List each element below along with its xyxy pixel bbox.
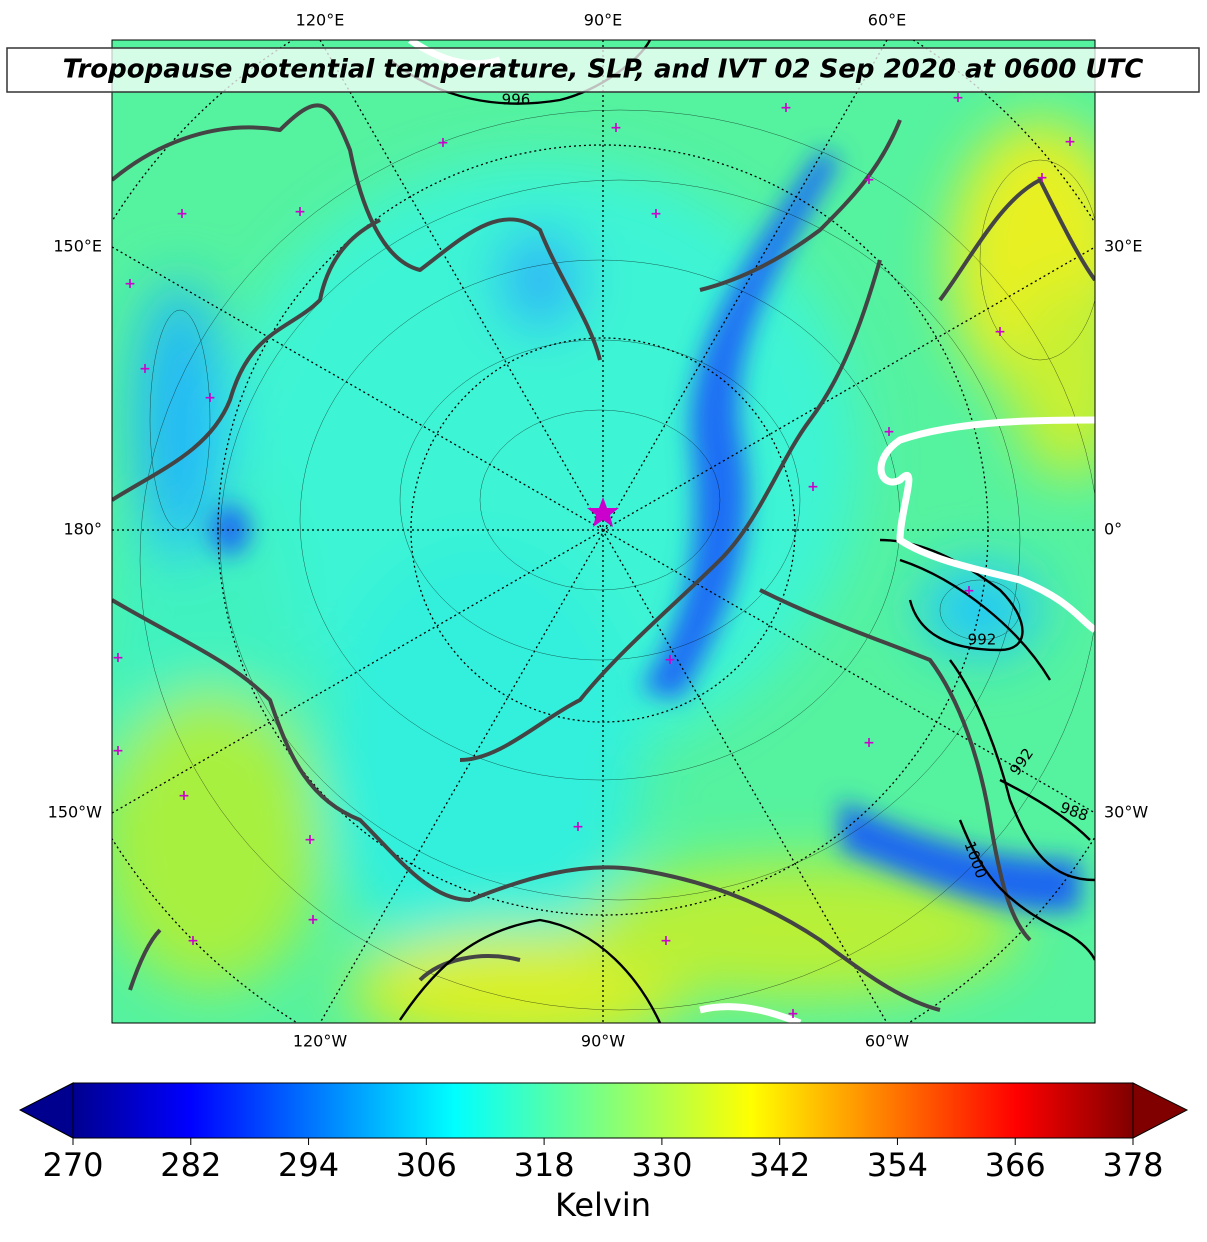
lon-label: 120°E [296,11,345,30]
lon-label: 30°W [1104,803,1148,822]
svg-text:+: + [304,832,316,848]
colorbar-tick-label: 330 [631,1146,692,1184]
svg-text:+: + [650,206,662,222]
contour-label: 992 [968,631,997,649]
colorbar-tick-label: 366 [985,1146,1046,1184]
svg-text:+: + [204,390,216,406]
lon-label: 60°E [868,11,906,30]
lon-label: 30°E [1104,237,1142,256]
colorbar-label: Kelvin [555,1186,651,1224]
svg-text:+: + [176,206,188,222]
map: + + + + + + + + + + + + + + + + + + + + + + + + + + + + [112,40,1095,1023]
colorbar-tick-label: 342 [749,1146,810,1184]
colorbar-extend-high [1132,1082,1189,1139]
svg-text:+: + [863,735,875,751]
colorbar-extend-low [18,1082,74,1139]
contour-label: 996 [502,91,531,109]
colorbar-tick-label: 354 [867,1146,928,1184]
lon-label: 90°E [584,11,622,30]
lon-label: 180° [63,520,102,539]
svg-text:+: + [660,933,672,949]
colorbar-tick-label: 270 [42,1146,103,1184]
lon-label: 60°W [865,1032,909,1051]
colorbar-tick-label: 306 [396,1146,457,1184]
svg-text:+: + [112,650,124,666]
svg-text:+: + [664,652,676,668]
pole-star [587,497,619,527]
svg-text:+: + [437,135,449,151]
lon-label: 0° [1104,520,1122,539]
lon-label: 120°W [293,1032,348,1051]
colorbar-tick-label: 282 [160,1146,221,1184]
colorbar-tick-label: 294 [278,1146,339,1184]
svg-text:+: + [994,324,1006,340]
svg-text:+: + [963,583,975,599]
svg-text:+: + [1036,170,1048,186]
svg-text:+: + [294,204,306,220]
svg-text:+: + [952,90,964,106]
svg-text:+: + [883,424,895,440]
svg-text:+: + [572,819,584,835]
colorbar-tick-label: 318 [514,1146,575,1184]
svg-text:+: + [178,788,190,804]
svg-text:+: + [780,100,792,116]
svg-text:+: + [787,1006,799,1022]
lon-label: 150°E [53,237,102,256]
svg-text:+: + [139,361,151,377]
svg-text:+: + [187,933,199,949]
colorbar [72,1082,1134,1139]
svg-text:+: + [1064,134,1076,150]
svg-text:+: + [112,743,124,759]
lon-label: 150°W [48,803,103,822]
svg-text:+: + [307,912,319,928]
colorbar-tick-label: 378 [1102,1146,1163,1184]
title-box [6,47,1200,93]
svg-text:+: + [807,479,819,495]
svg-text:+: + [863,172,875,188]
title: Tropopause potential temperature, SLP, a… [63,55,1144,85]
svg-text:+: + [610,120,622,136]
lon-label: 90°W [581,1032,625,1051]
map-frame [111,39,1096,1024]
svg-text:+: + [124,276,136,292]
